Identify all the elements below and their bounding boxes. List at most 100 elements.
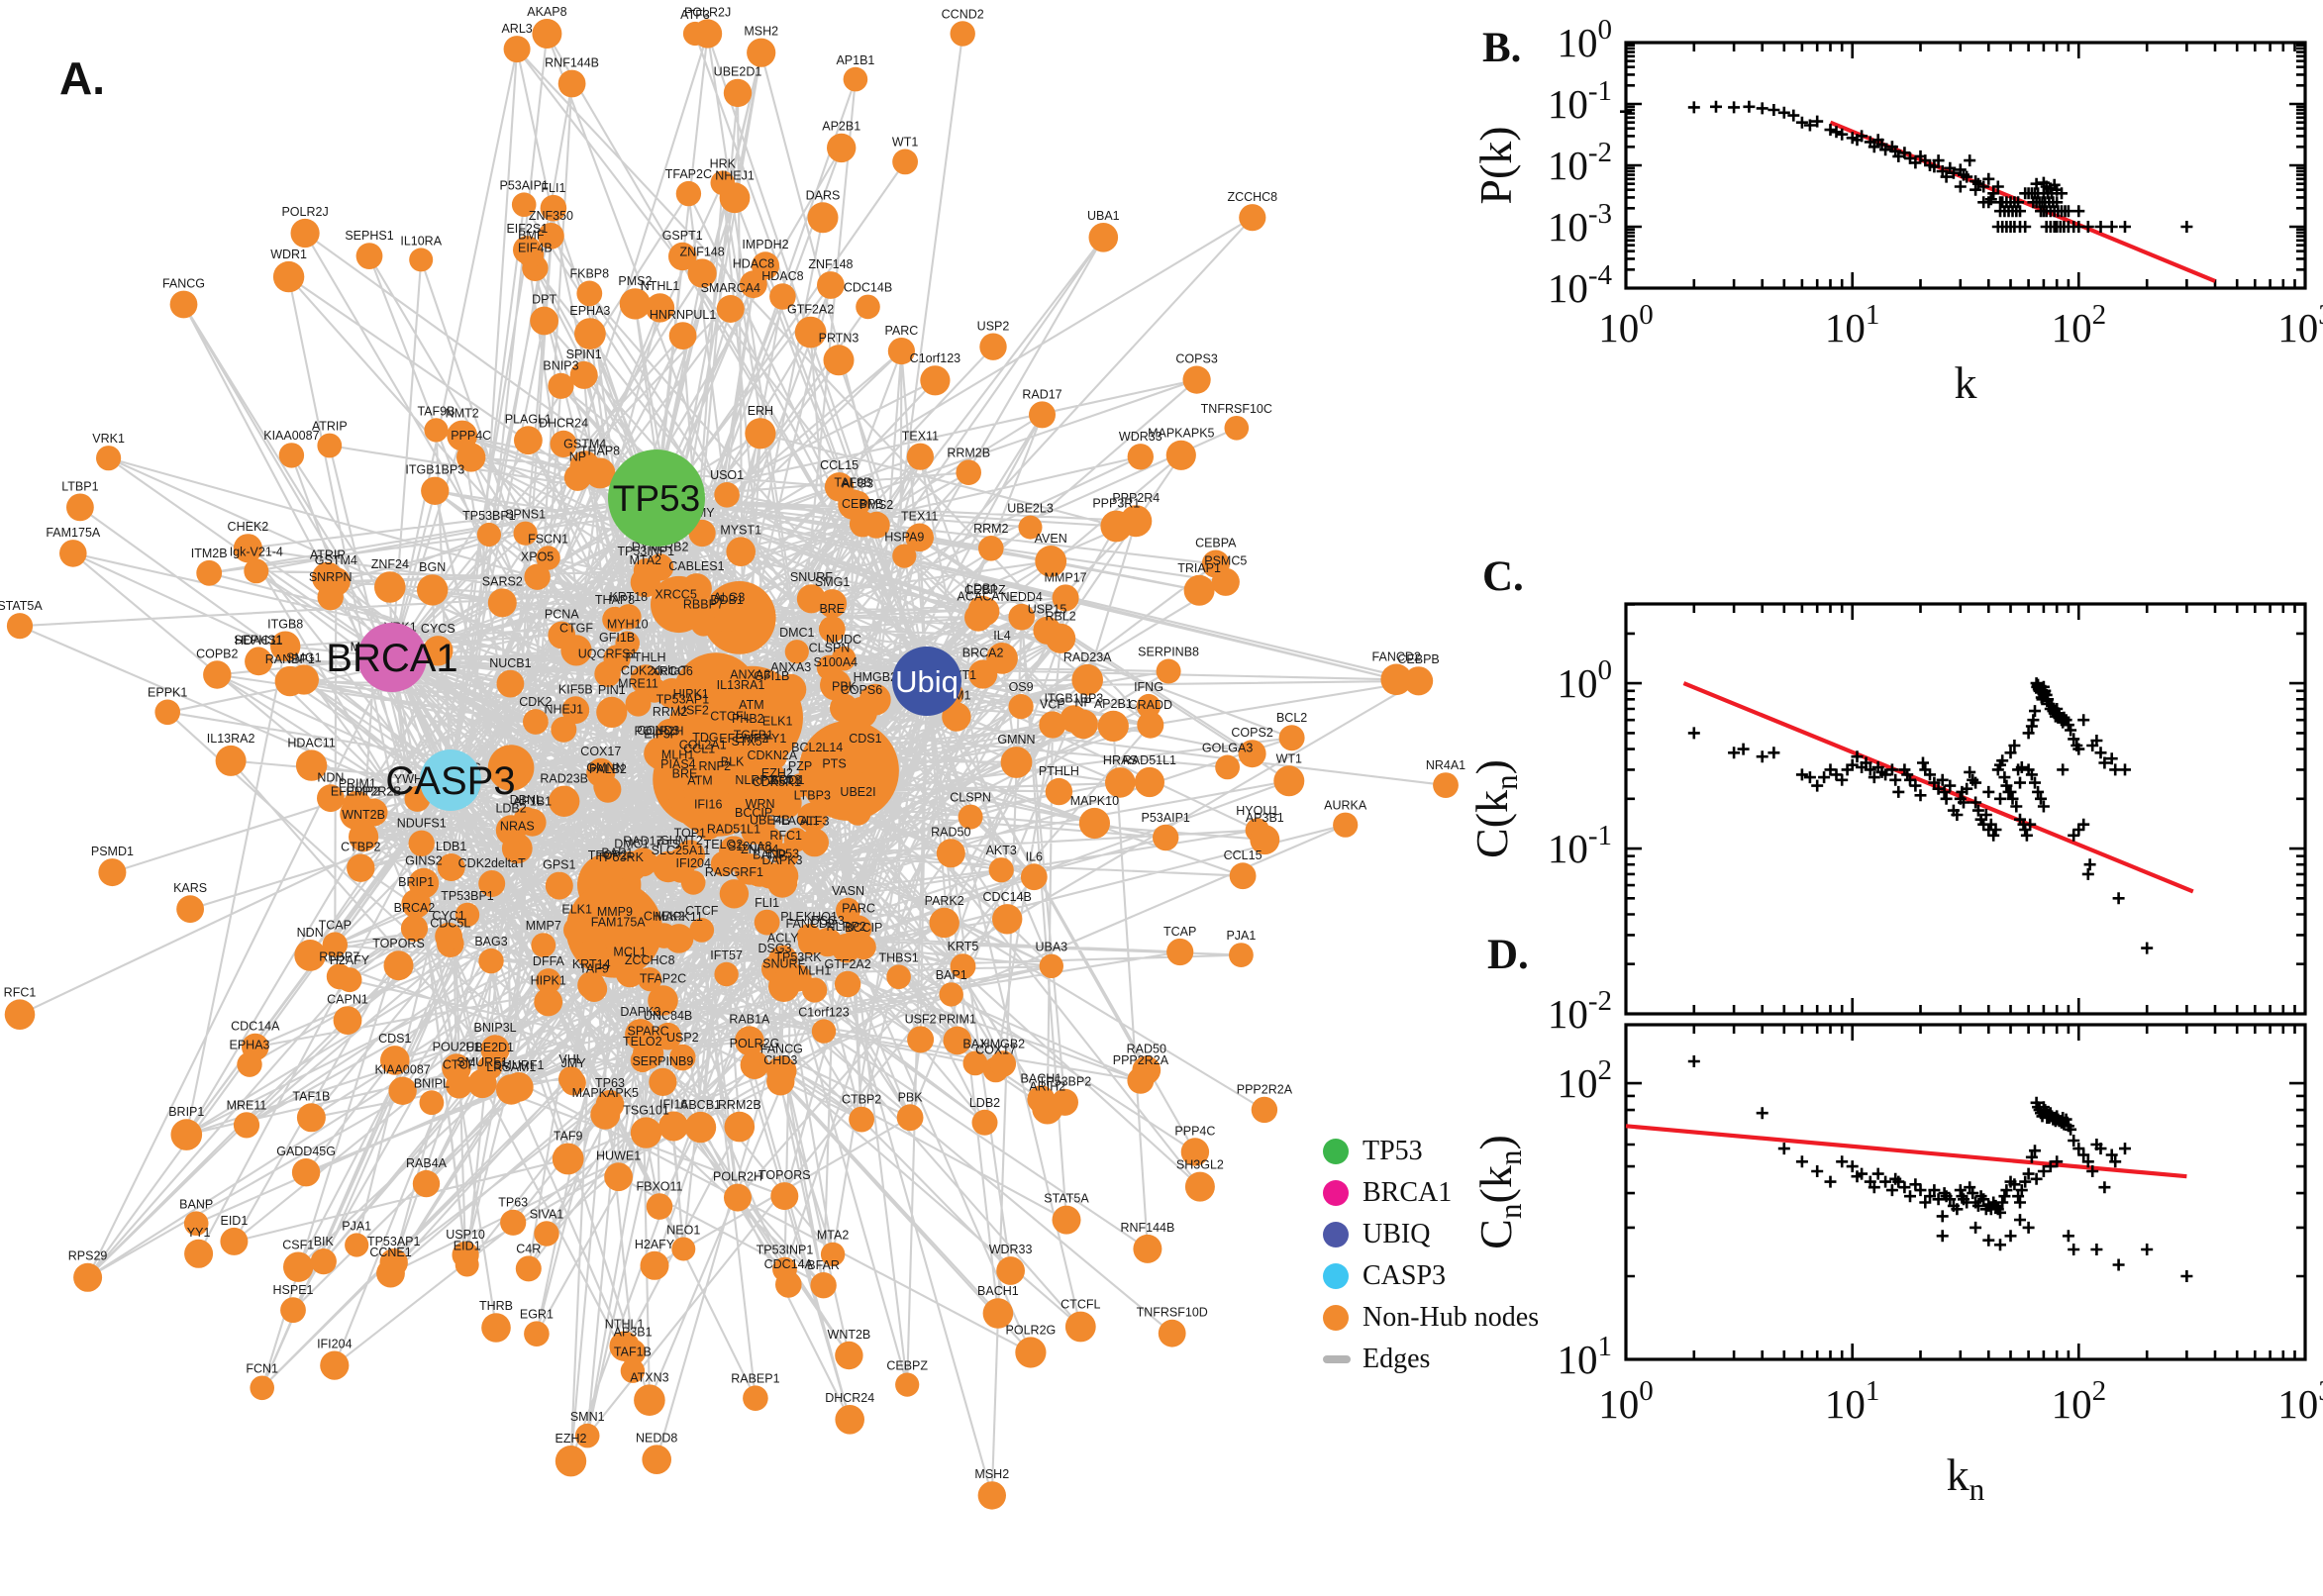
svg-text:DPT: DPT: [532, 293, 556, 307]
svg-text:C4R: C4R: [516, 1242, 541, 1255]
protein-network-panel: TP53RK KIAA0087 THAP8 CDC14B DSG3 NTHL1 CEBPZ V…: [0, 5, 1465, 1510]
svg-text:LDB2: LDB2: [969, 1096, 1000, 1110]
svg-text:VASN: VASN: [832, 884, 864, 898]
hub-label-casp3: CASP3: [385, 759, 515, 803]
edge-dash-icon: [1323, 1354, 1351, 1363]
svg-text:GPS1: GPS1: [543, 858, 575, 872]
svg-text:TNFRSF10C: TNFRSF10C: [1201, 402, 1272, 416]
svg-text:ERH: ERH: [748, 404, 773, 418]
svg-text:COX17: COX17: [580, 745, 621, 758]
svg-text:TP63: TP63: [595, 1076, 625, 1090]
svg-text:NTHL1: NTHL1: [641, 279, 680, 293]
svg-text:10-3: 10-3: [1548, 198, 1612, 249]
svg-text:BIK: BIK: [314, 1235, 335, 1248]
svg-text:AP1B1: AP1B1: [513, 795, 552, 809]
svg-text:CD53: CD53: [767, 848, 799, 861]
svg-text:VHL: VHL: [558, 1052, 582, 1066]
svg-text:HYOU1: HYOU1: [1236, 804, 1278, 818]
ubiq-dot-icon: [1323, 1221, 1349, 1247]
svg-text:KIAA0087: KIAA0087: [374, 1063, 430, 1077]
svg-text:TP53RK: TP53RK: [597, 850, 645, 864]
svg-text:WNT2B: WNT2B: [342, 808, 385, 822]
svg-text:IFI204: IFI204: [675, 856, 710, 870]
svg-text:GINS2: GINS2: [405, 854, 443, 868]
svg-text:TOPORS: TOPORS: [372, 937, 425, 950]
svg-text:BRIP1: BRIP1: [398, 875, 434, 889]
svg-text:NLRP2: NLRP2: [827, 920, 866, 934]
svg-text:MLH1: MLH1: [798, 964, 831, 978]
svg-text:SNURF: SNURF: [790, 570, 833, 584]
svg-text:XPO5: XPO5: [521, 550, 554, 564]
svg-text:PPP2R2B: PPP2R2B: [346, 785, 401, 799]
svg-text:POLR2H: POLR2H: [634, 725, 683, 739]
svg-text:GADD45G: GADD45G: [276, 1145, 336, 1158]
svg-text:AP2B1: AP2B1: [1094, 697, 1133, 711]
svg-text:GMNN: GMNN: [997, 733, 1035, 747]
svg-text:PPP4C: PPP4C: [451, 429, 491, 443]
svg-text:RAD50: RAD50: [931, 825, 970, 839]
svg-text:RAD51L1: RAD51L1: [1123, 753, 1176, 767]
svg-text:RNF2: RNF2: [698, 759, 731, 773]
svg-text:NUDC: NUDC: [826, 633, 861, 647]
svg-text:DAPK3: DAPK3: [620, 1005, 660, 1019]
hub-label-brca1: BRCA1: [326, 637, 457, 680]
svg-text:BGN: BGN: [419, 560, 446, 574]
svg-text:TP53RK: TP53RK: [774, 950, 822, 964]
svg-text:101: 101: [1825, 299, 1880, 350]
svg-text:TNFRSF10D: TNFRSF10D: [1137, 1306, 1208, 1320]
svg-text:AP3B1: AP3B1: [614, 1326, 653, 1340]
svg-text:LDB1: LDB1: [436, 840, 466, 853]
svg-text:JMY: JMY: [561, 1056, 587, 1070]
casp3-dot-icon: [1323, 1262, 1349, 1289]
svg-text:NEDD4: NEDD4: [1001, 590, 1043, 604]
svg-text:TP53INP1: TP53INP1: [617, 545, 674, 558]
svg-text:MYH10: MYH10: [607, 617, 649, 631]
svg-text:WNT2B: WNT2B: [828, 1328, 871, 1342]
svg-text:MMP7: MMP7: [526, 919, 561, 933]
svg-text:S100A8: S100A8: [728, 840, 772, 853]
svg-text:ITGB1BP3: ITGB1BP3: [1045, 691, 1104, 705]
svg-text:BLK: BLK: [721, 755, 745, 769]
svg-text:CTGF: CTGF: [559, 621, 593, 635]
svg-text:MAPK10: MAPK10: [1070, 794, 1119, 808]
svg-text:C1orf123: C1orf123: [910, 351, 960, 365]
svg-text:MCL1: MCL1: [613, 946, 646, 959]
svg-text:PRIM1: PRIM1: [339, 777, 376, 791]
svg-text:DHCR24: DHCR24: [825, 1391, 874, 1405]
svg-text:SH3GL2: SH3GL2: [1176, 1158, 1224, 1172]
svg-text:PBK: PBK: [898, 1090, 924, 1104]
svg-text:RAB4A: RAB4A: [406, 1156, 448, 1170]
svg-text:RPS29: RPS29: [68, 1249, 108, 1263]
svg-text:UBE2L3: UBE2L3: [1007, 502, 1054, 516]
svg-text:UBE2D1: UBE2D1: [714, 65, 762, 79]
svg-text:FSCN1: FSCN1: [528, 532, 568, 546]
svg-text:CEBPB: CEBPB: [1397, 652, 1439, 666]
svg-text:TP53AP1: TP53AP1: [367, 1235, 421, 1248]
svg-text:CCL1: CCL1: [683, 743, 715, 756]
svg-text:TRIAP1: TRIAP1: [1177, 561, 1221, 575]
hub-nodes-layer: TP53 BRCA1 Ubiq CASP3: [326, 449, 961, 811]
svg-text:RRM2B: RRM2B: [947, 447, 990, 460]
svg-text:ANXA3: ANXA3: [770, 660, 811, 674]
svg-text:EFEMP2: EFEMP2: [331, 784, 380, 798]
svg-text:KRT5: KRT5: [948, 940, 979, 953]
svg-text:RBL2: RBL2: [1045, 610, 1075, 624]
svg-text:PPP3R1: PPP3R1: [1092, 497, 1140, 511]
svg-text:CDC14A: CDC14A: [764, 1257, 814, 1271]
svg-text:DMC1: DMC1: [779, 626, 814, 640]
legend-item-nonhub: Non-Hub nodes: [1323, 1301, 1539, 1334]
panel-b-label: B.: [1482, 25, 1522, 71]
svg-text:SEPHS1: SEPHS1: [345, 229, 393, 243]
svg-text:VCP: VCP: [1040, 697, 1065, 711]
svg-text:POLR2J: POLR2J: [684, 5, 731, 19]
svg-text:BAP1: BAP1: [936, 968, 967, 982]
svg-text:CTCF: CTCF: [685, 904, 719, 918]
svg-text:CCL15: CCL15: [820, 458, 858, 472]
hub-node-ubiq: [892, 647, 961, 716]
svg-text:ATM: ATM: [739, 698, 763, 712]
svg-text:MYST1: MYST1: [720, 523, 761, 537]
hub-label-ubiq: Ubiq: [895, 664, 959, 699]
svg-text:ATF3: ATF3: [800, 815, 830, 829]
svg-text:S100A4: S100A4: [814, 655, 858, 669]
svg-text:103: 103: [2277, 1375, 2323, 1427]
